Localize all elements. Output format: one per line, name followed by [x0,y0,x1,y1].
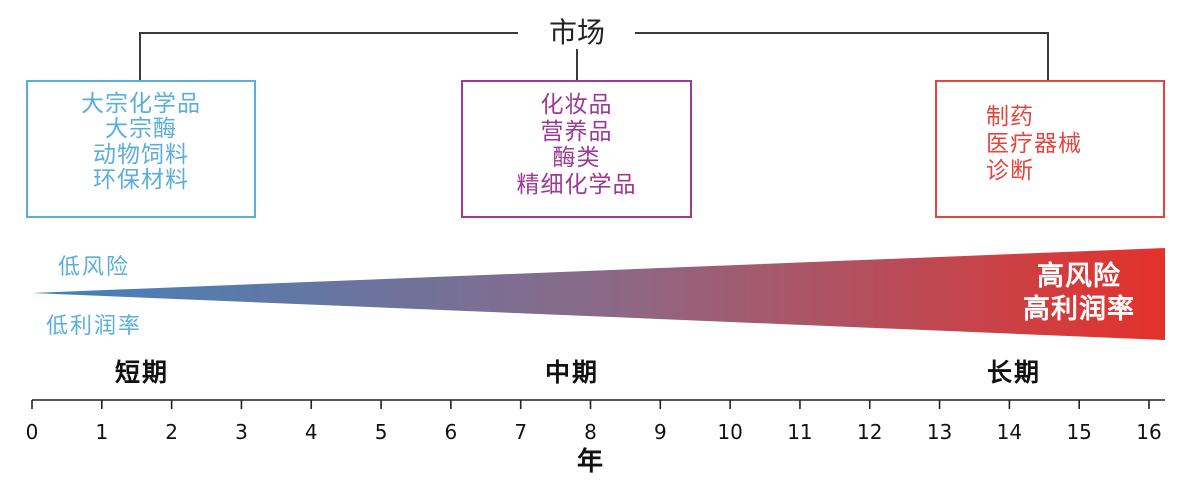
axis-tick-label: 2 [165,420,178,444]
axis-tick-label: 11 [787,420,812,444]
axis-tick-label: 6 [445,420,458,444]
market-segment-pharma: 制药 医疗器械 诊断 [935,80,1165,218]
segment-item: 环保材料 [93,166,189,193]
year-axis-label: 年 [576,447,603,477]
market-segment-fine: 化妆品 营养品 酶类 精细化学品 [461,80,692,218]
axis-tick-label: 10 [717,420,742,444]
segment-item: 精细化学品 [516,171,637,198]
segment-item: 诊断 [986,158,1034,184]
high-risk-label: 高风险 [1037,261,1121,292]
segment-item: 动物饲料 [93,141,189,168]
segment-item-list: 大宗化学品 大宗酶 动物饲料 环保材料 [28,91,254,193]
axis-tick-label: 7 [514,420,527,444]
axis-tick-label: 16 [1136,420,1161,444]
risk-margin-wedge [32,248,1165,340]
axis-tick-label: 15 [1066,420,1091,444]
low-risk-label: 低风险 [58,255,131,280]
high-margin-label: 高利润率 [1023,294,1135,325]
phase-mid-term: 中期 [544,358,599,387]
axis-tick-label: 9 [654,420,667,444]
year-axis-ticks: 0 1 2 3 4 5 6 7 8 9 10 11 12 13 14 15 16 [26,400,1162,444]
segment-item: 营养品 [540,118,613,145]
market-title: 市场 [548,16,605,49]
axis-tick-label: 4 [305,420,318,444]
axis-tick-label: 13 [927,420,952,444]
axis-tick-label: 0 [26,420,39,444]
phase-long-term: 长期 [986,358,1041,387]
segment-item-list: 化妆品 营养品 酶类 精细化学品 [463,92,690,198]
axis-tick-label: 12 [857,420,882,444]
segment-item: 制药 [986,104,1034,130]
segment-item: 酶类 [552,145,601,171]
phase-short-term: 短期 [114,358,169,387]
segment-item: 化妆品 [540,92,613,118]
market-segment-bulk: 大宗化学品 大宗酶 动物饲料 环保材料 [26,80,256,218]
segment-item: 医疗器械 [986,131,1082,157]
axis-tick-label: 5 [375,420,388,444]
axis-tick-label: 1 [95,420,108,444]
axis-tick-label: 3 [235,420,248,444]
axis-tick-label: 8 [584,420,597,444]
low-margin-label: 低利润率 [46,314,143,339]
axis-tick-label: 14 [997,420,1022,444]
segment-item: 大宗化学品 [81,91,201,117]
segment-item-list: 制药 医疗器械 诊断 [986,104,1163,185]
segment-item: 大宗酶 [105,116,177,143]
